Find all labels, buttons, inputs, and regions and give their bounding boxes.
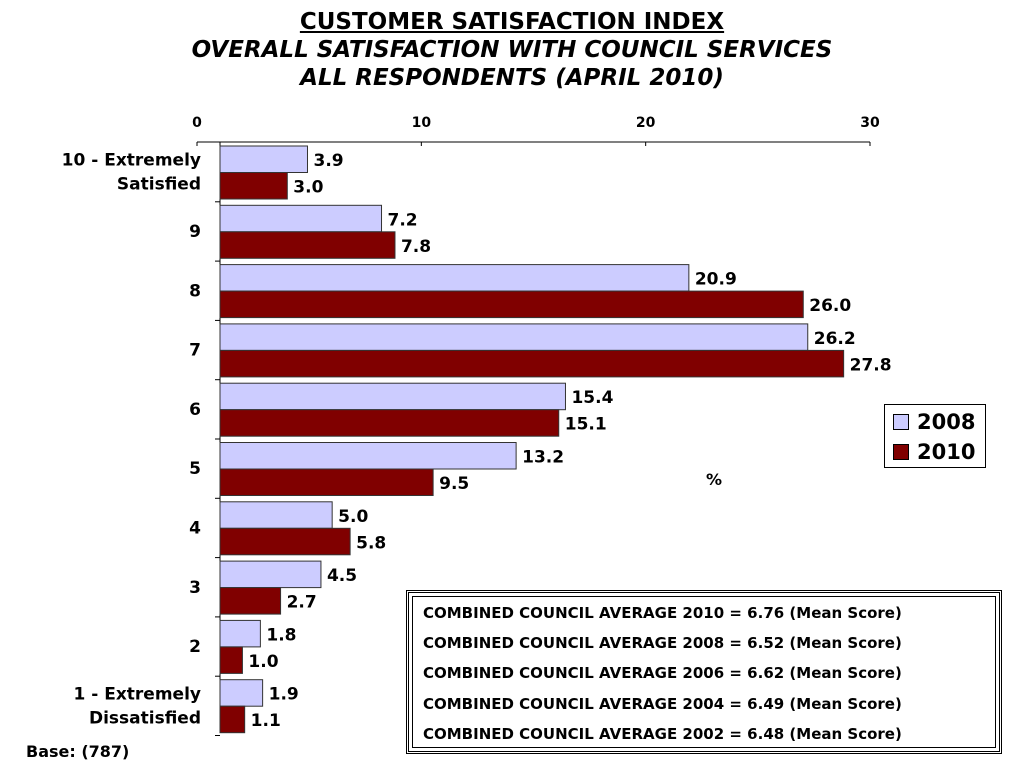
council-average-box-inner: COMBINED COUNCIL AVERAGE 2010 = 6.76 (Me… [412, 596, 996, 748]
category-label-8: 2 [189, 637, 201, 657]
bar-value-2010-8: 1.0 [248, 652, 278, 672]
bar-value-2010-4: 15.1 [565, 415, 607, 435]
chart-title-block: CUSTOMER SATISFACTION INDEX OVERALL SATI… [0, 8, 1024, 92]
legend-label-2008: 2008 [917, 410, 976, 434]
chart-title: CUSTOMER SATISFACTION INDEX [299, 9, 725, 35]
category-label-6: 4 [189, 518, 201, 538]
chart-subtitle-line-2: ALL RESPONDENTS (APRIL 2010) [300, 65, 724, 91]
category-label-2: 8 [189, 281, 201, 301]
bar-2010-2 [219, 290, 804, 319]
legend-item-2010: 2010 [893, 439, 975, 465]
x-tick-label-0: 0 [192, 115, 202, 131]
bar-value-2010-6: 5.8 [356, 533, 386, 553]
bar-value-2008-7: 4.5 [327, 566, 357, 586]
bar-value-2008-4: 15.4 [571, 388, 613, 408]
bar-2008-4 [219, 382, 566, 411]
bar-value-2008-1: 7.2 [388, 210, 418, 230]
bar-value-2008-8: 1.8 [266, 625, 296, 645]
bar-value-2010-7: 2.7 [287, 593, 317, 613]
bar-2010-4 [219, 409, 560, 437]
bar-value-2008-6: 5.0 [338, 507, 368, 527]
x-tick-label-3: 30 [860, 115, 880, 131]
bar-2008-0 [219, 145, 308, 173]
bar-2008-5 [219, 442, 517, 470]
bar-value-2008-2: 20.9 [695, 270, 737, 290]
bar-2010-0 [219, 172, 288, 200]
bar-value-2008-9: 1.9 [269, 685, 299, 705]
bar-value-2010-9: 1.1 [251, 711, 281, 731]
category-label-7: 3 [189, 578, 201, 598]
bar-value-2010-5: 9.5 [439, 474, 469, 494]
bar-2010-9 [219, 705, 246, 734]
bar-value-2010-2: 26.0 [809, 296, 851, 316]
chart-subtitle-line-1: OVERALL SATISFACTION WITH COUNCIL SERVIC… [191, 37, 833, 63]
bar-value-2010-1: 7.8 [401, 237, 431, 257]
bar-2008-1 [219, 204, 383, 233]
bar-2010-7 [219, 587, 282, 615]
base-note: Base: (787) [26, 742, 130, 761]
bar-2008-9 [219, 679, 264, 707]
council-average-2010: COMBINED COUNCIL AVERAGE 2010 = 6.76 (Me… [423, 604, 902, 622]
bar-2008-8 [219, 619, 261, 648]
category-label-1: 9 [189, 222, 201, 242]
category-label-0: 10 - Extremely Satisfied [62, 151, 201, 195]
council-average-2006: COMBINED COUNCIL AVERAGE 2006 = 6.62 (Me… [423, 664, 902, 682]
category-label-4: 6 [189, 400, 201, 420]
bar-2008-6 [219, 501, 333, 529]
bar-2010-6 [219, 527, 351, 556]
bar-2008-3 [219, 323, 809, 351]
council-average-2008: COMBINED COUNCIL AVERAGE 2008 = 6.52 (Me… [423, 634, 902, 652]
bar-2008-2 [219, 264, 690, 292]
bar-value-2010-0: 3.0 [293, 178, 323, 198]
bar-2010-8 [219, 646, 243, 674]
legend-swatch-2008 [893, 414, 909, 430]
legend-item-2008: 2008 [893, 409, 975, 435]
bar-value-2008-3: 26.2 [814, 329, 856, 349]
council-average-2004: COMBINED COUNCIL AVERAGE 2004 = 6.49 (Me… [423, 695, 902, 713]
bar-value-2010-3: 27.8 [850, 355, 892, 375]
bar-value-2008-5: 13.2 [522, 448, 564, 468]
legend: 2008 2010 [884, 404, 986, 468]
x-tick-label-1: 10 [412, 115, 432, 131]
bar-value-2008-0: 3.9 [313, 151, 343, 171]
category-label-9: 1 - Extremely Dissatisfied [74, 684, 202, 728]
council-average-2002: COMBINED COUNCIL AVERAGE 2002 = 6.48 (Me… [423, 725, 902, 743]
bar-2010-5 [219, 468, 434, 496]
council-average-box: COMBINED COUNCIL AVERAGE 2010 = 6.76 (Me… [406, 590, 1002, 754]
x-axis-unit-label: % [706, 470, 723, 489]
x-tick-label-2: 20 [636, 115, 656, 131]
category-label-5: 5 [189, 459, 201, 479]
legend-swatch-2010 [893, 444, 909, 460]
category-label-3: 7 [189, 341, 201, 361]
bar-2010-3 [219, 349, 845, 378]
bar-2010-1 [219, 231, 396, 259]
legend-label-2010: 2010 [917, 440, 976, 464]
bar-2008-7 [219, 560, 322, 589]
